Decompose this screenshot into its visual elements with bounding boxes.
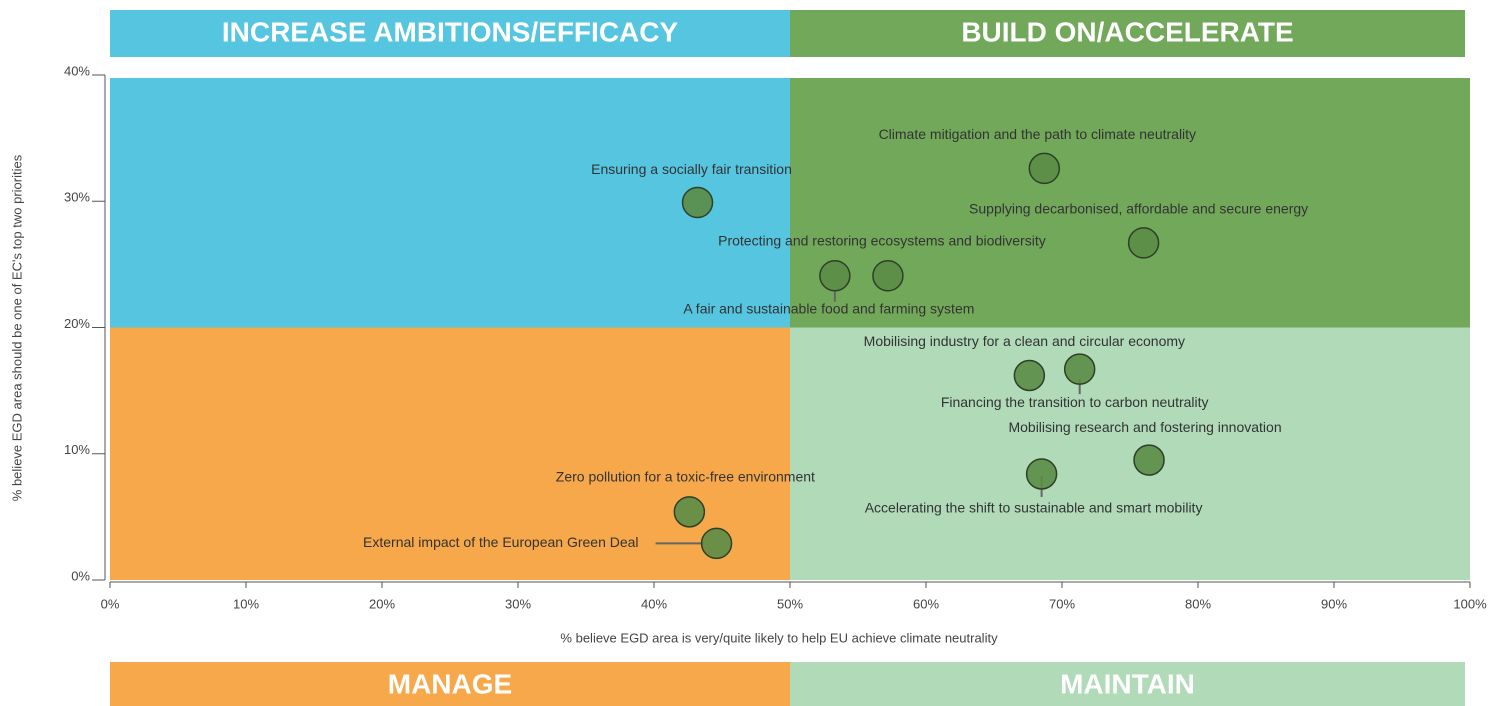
point-label: Protecting and restoring ecosystems and … xyxy=(718,232,1046,248)
y-tick-label: 0% xyxy=(71,568,90,583)
point-label: Mobilising industry for a clean and circ… xyxy=(864,333,1185,349)
point-label: Zero pollution for a toxic-free environm… xyxy=(556,469,815,485)
quadrant-header xyxy=(110,10,790,57)
x-axis-title: % believe EGD area is very/quite likely … xyxy=(560,630,998,645)
point-label: Ensuring a socially fair transition xyxy=(591,161,792,177)
point xyxy=(1063,353,1096,385)
quadrant xyxy=(790,327,1470,580)
quadrant-title: INCREASE AMBITIONS/EFFICACY xyxy=(222,16,679,47)
x-tick-label: 50% xyxy=(777,596,803,611)
point xyxy=(819,259,851,292)
x-tick-label: 100% xyxy=(1453,596,1487,611)
point xyxy=(872,259,904,292)
quadrant xyxy=(110,327,790,580)
point-label: Financing the transition to carbon neutr… xyxy=(941,394,1209,410)
point xyxy=(1025,458,1058,490)
quadrant xyxy=(110,78,790,328)
point xyxy=(681,186,714,219)
y-tick-label: 30% xyxy=(64,190,90,205)
quadrant-header xyxy=(790,10,1465,57)
y-tick-label: 20% xyxy=(64,316,90,331)
x-tick-label: 90% xyxy=(1321,596,1347,611)
x-tick-label: 60% xyxy=(913,596,939,611)
point xyxy=(700,527,733,560)
point-label: External impact of the European Green De… xyxy=(363,534,639,550)
y-tick-label: 40% xyxy=(64,63,90,78)
point-label: Mobilising research and fostering innova… xyxy=(1008,419,1281,435)
point-label: A fair and sustainable food and farming … xyxy=(683,300,974,316)
y-axis-title: % believe EGD area should be one of EC's… xyxy=(9,154,24,501)
point-label: Climate mitigation and the path to clima… xyxy=(879,126,1197,142)
y-tick-label: 10% xyxy=(64,442,90,457)
x-tick-label: 40% xyxy=(641,596,667,611)
quadrant-title: MANAGE xyxy=(388,668,512,699)
quadrant-title: MAINTAIN xyxy=(1060,668,1195,699)
x-tick-label: 30% xyxy=(505,596,531,611)
x-tick-label: 70% xyxy=(1049,596,1075,611)
point xyxy=(1013,359,1046,392)
x-tick-label: 0% xyxy=(101,596,120,611)
point xyxy=(1133,444,1165,476)
point xyxy=(673,496,706,528)
point xyxy=(1028,152,1061,185)
x-tick-label: 80% xyxy=(1185,596,1211,611)
point-label: Accelerating the shift to sustainable an… xyxy=(865,500,1203,516)
point-label: Supplying decarbonised, affordable and s… xyxy=(969,201,1308,217)
quadrant-footer xyxy=(790,662,1465,706)
x-tick-label: 10% xyxy=(233,596,259,611)
point xyxy=(1127,227,1160,259)
quadrant xyxy=(790,78,1470,328)
quadrant-footer xyxy=(110,662,790,706)
quadrant-title: BUILD ON/ACCELERATE xyxy=(961,16,1293,47)
x-tick-label: 20% xyxy=(369,596,395,611)
